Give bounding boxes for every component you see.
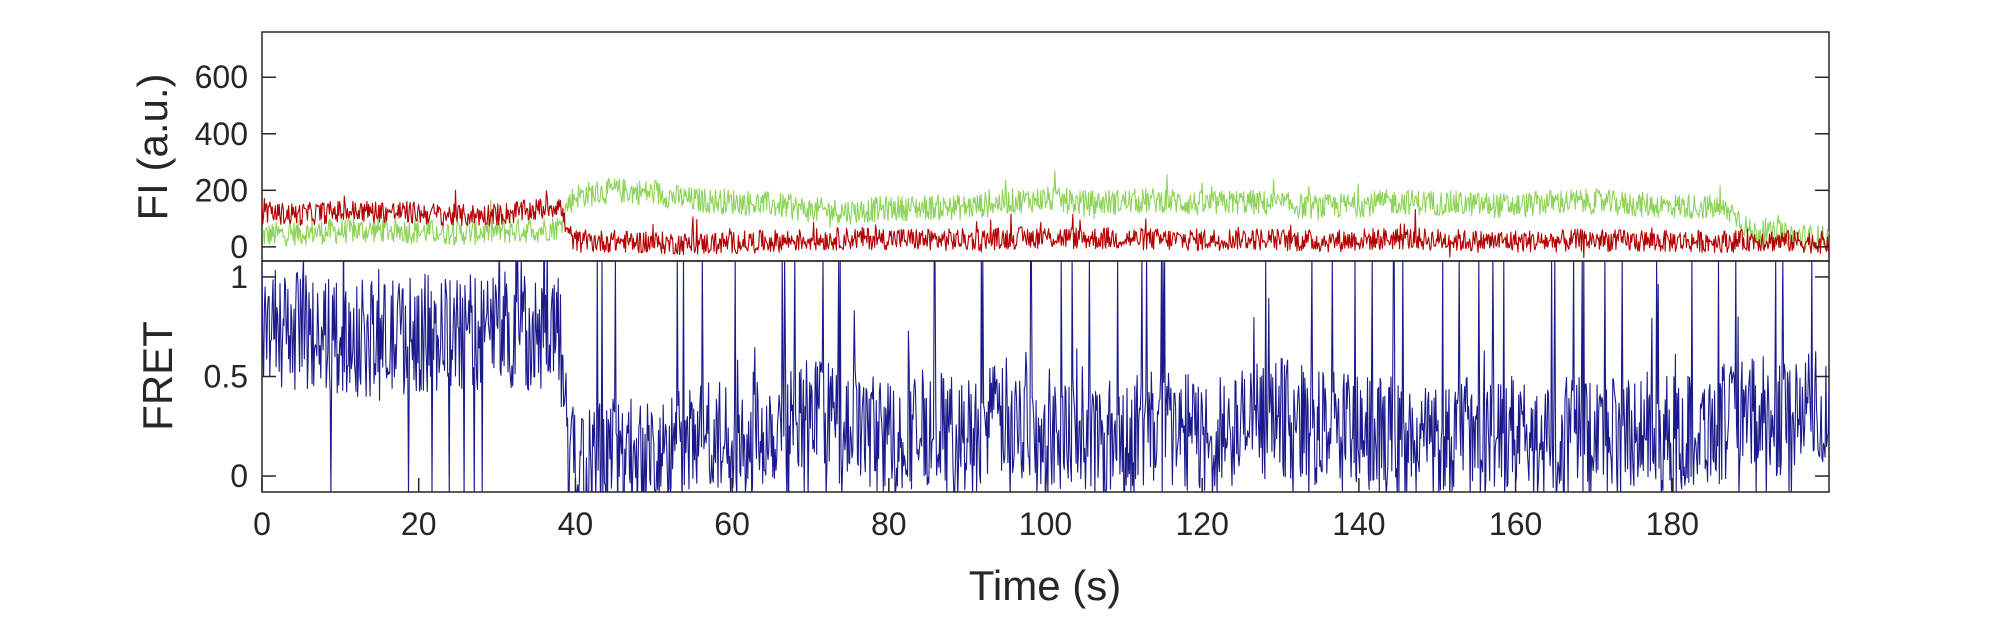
intensity-y-axis-label: FI (a.u.) bbox=[129, 73, 176, 220]
intensity-y-ticks: 0 200 400 600 bbox=[195, 59, 1829, 265]
intensity-y-tick-label: 200 bbox=[195, 172, 248, 208]
x-tick-label: 120 bbox=[1176, 506, 1229, 542]
fret-y-axis-label: FRET bbox=[134, 321, 181, 431]
intensity-series-line-1 bbox=[262, 189, 1829, 259]
fret-series-group bbox=[262, 261, 1829, 492]
fret-y-tick-label: 0.5 bbox=[204, 359, 248, 395]
intensity-y-tick-label: 600 bbox=[195, 59, 248, 95]
x-tick-label: 20 bbox=[401, 506, 437, 542]
time-x-ticks: 0 20 40 60 80 100 120 140 160 180 bbox=[253, 478, 1699, 542]
x-tick-label: 160 bbox=[1489, 506, 1542, 542]
x-tick-label: 60 bbox=[714, 506, 750, 542]
intensity-panel: 0 200 400 600 FI (a.u.) bbox=[129, 31, 1830, 265]
x-tick-label: 100 bbox=[1019, 506, 1072, 542]
intensity-y-tick-label: 0 bbox=[230, 229, 248, 265]
intensity-y-tick-label: 400 bbox=[195, 116, 248, 152]
x-tick-label: 80 bbox=[871, 506, 907, 542]
intensity-series-group bbox=[262, 170, 1829, 259]
x-tick-label: 180 bbox=[1646, 506, 1699, 542]
x-tick-label: 140 bbox=[1332, 506, 1385, 542]
x-tick-label: 0 bbox=[253, 506, 271, 542]
fret-series-line-0 bbox=[262, 261, 1829, 492]
time-x-axis-label: Time (s) bbox=[969, 562, 1121, 609]
fret-y-tick-label: 0 bbox=[230, 458, 248, 494]
x-tick-label: 40 bbox=[558, 506, 594, 542]
fret-panel: 00.51 0 20 40 60 80 100 120 140 160 180 FRET Time… bbox=[134, 259, 1830, 609]
intensity-series-line-0 bbox=[262, 170, 1829, 251]
fret-y-tick-label: 1 bbox=[230, 259, 248, 295]
fret-y-ticks: 00.51 bbox=[204, 259, 1829, 494]
